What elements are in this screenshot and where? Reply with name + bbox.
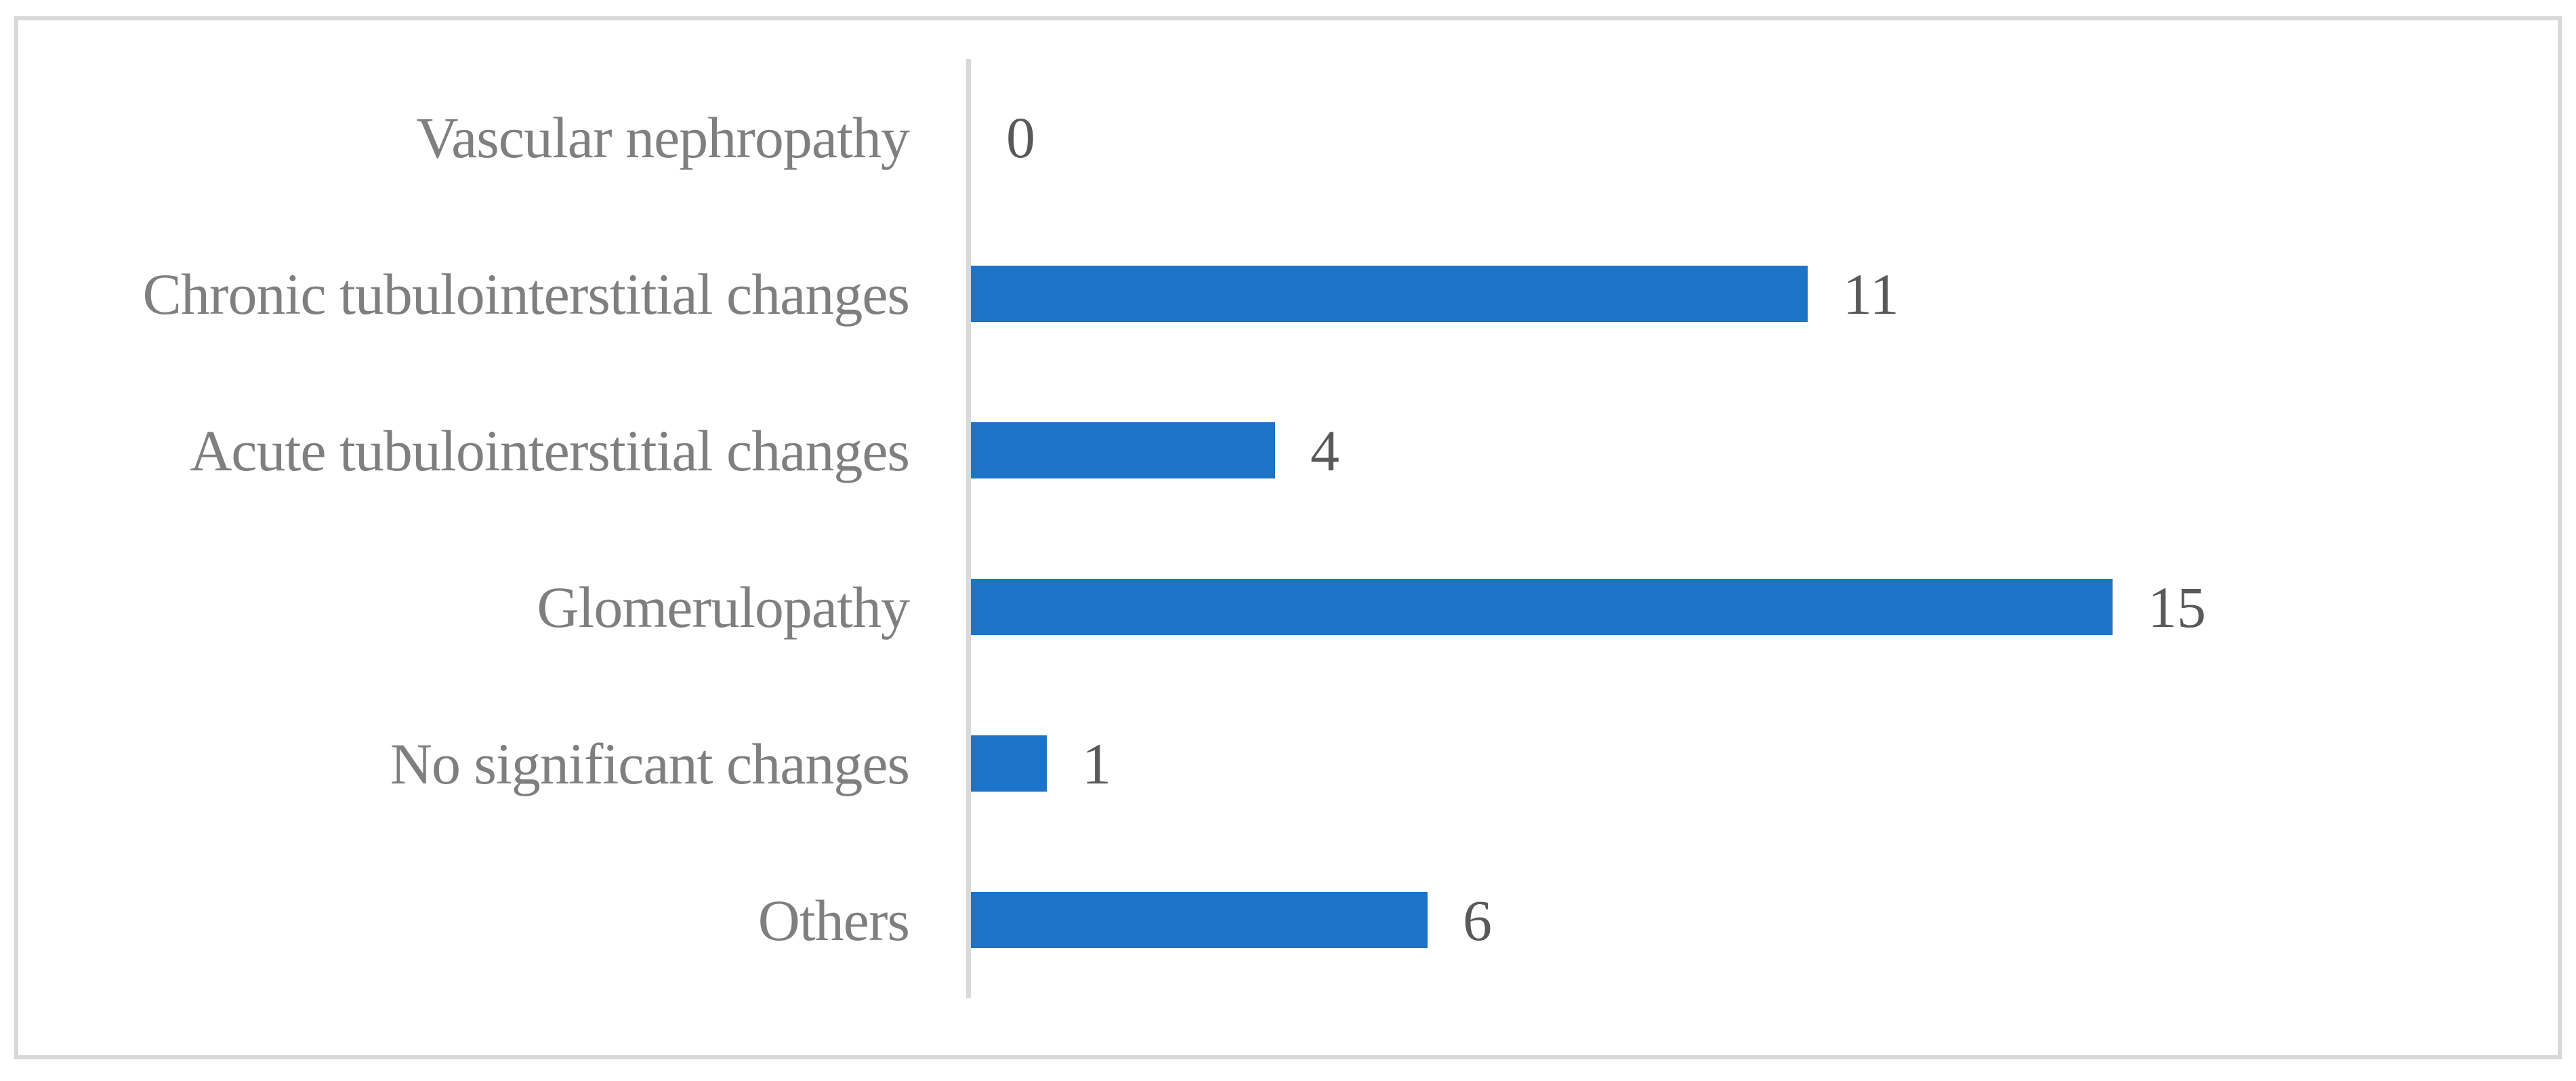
- category-label: Vascular nephropathy: [416, 104, 910, 170]
- bar: [971, 422, 1275, 478]
- value-label: 1: [1082, 731, 1111, 796]
- bar: [971, 892, 1428, 948]
- value-label: 0: [1006, 104, 1035, 170]
- bar: [971, 266, 1808, 322]
- y-axis-line: [966, 59, 971, 998]
- figure-frame: [14, 16, 2562, 1059]
- value-label: 11: [1843, 261, 1899, 327]
- bar: [971, 579, 2113, 635]
- category-label: No significant changes: [390, 731, 910, 796]
- bar: [971, 735, 1047, 792]
- category-label: Others: [757, 887, 910, 953]
- category-label: Chronic tubulointerstitial changes: [142, 261, 910, 327]
- value-label: 4: [1310, 417, 1339, 483]
- value-label: 15: [2148, 574, 2206, 640]
- category-label: Acute tubulointerstitial changes: [190, 417, 910, 483]
- category-label: Glomerulopathy: [537, 574, 910, 640]
- value-label: 6: [1463, 887, 1492, 953]
